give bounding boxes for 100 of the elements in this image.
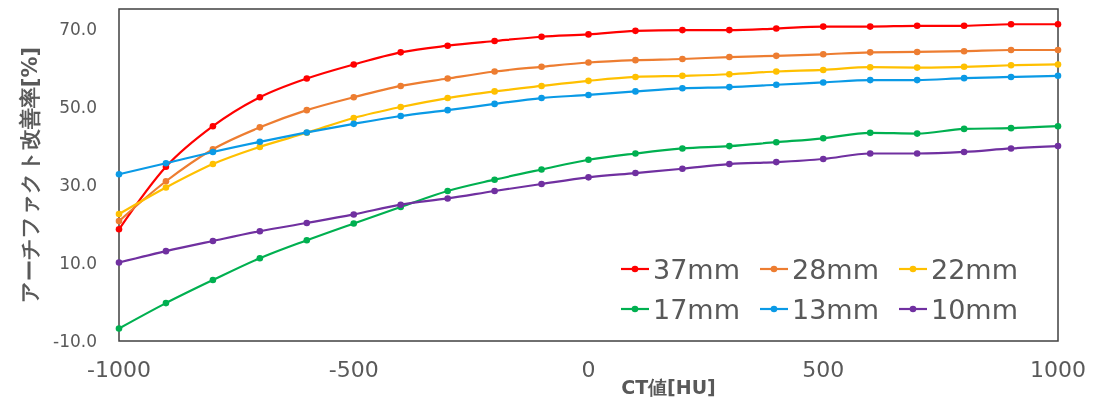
point — [679, 72, 686, 80]
point — [538, 94, 545, 102]
point — [773, 25, 780, 32]
point — [866, 150, 874, 157]
legend-label: 28mm — [792, 253, 879, 285]
point — [491, 100, 498, 108]
point — [913, 76, 921, 84]
point — [632, 88, 639, 95]
point — [162, 184, 170, 191]
y-tick-label: 30.0 — [59, 174, 97, 195]
point — [491, 68, 498, 75]
point — [1054, 122, 1062, 130]
y-tick-label: 10.0 — [59, 252, 97, 273]
point — [444, 195, 451, 202]
point — [960, 63, 968, 71]
point — [350, 93, 358, 101]
point — [913, 22, 921, 30]
point — [632, 150, 639, 157]
point — [866, 76, 874, 84]
x-tick-label: 0 — [581, 357, 596, 382]
point — [1054, 61, 1062, 68]
point — [256, 124, 264, 131]
legend-label: 22mm — [931, 253, 1018, 285]
y-axis-title: アーチファクト改善率[%] — [18, 46, 42, 304]
point — [491, 88, 498, 95]
legend-label: 13mm — [792, 293, 879, 325]
point — [162, 247, 170, 255]
point — [679, 145, 686, 152]
point — [350, 120, 358, 128]
point — [726, 160, 733, 168]
point — [679, 84, 686, 92]
point — [819, 155, 827, 163]
point — [397, 82, 404, 90]
legend-label: 17mm — [653, 293, 740, 325]
point — [256, 138, 264, 146]
point — [162, 177, 170, 185]
point — [585, 156, 592, 164]
point — [397, 112, 404, 120]
point — [585, 174, 592, 181]
point — [819, 66, 827, 74]
point — [209, 160, 217, 168]
point — [256, 227, 264, 235]
legend-label: 10mm — [931, 293, 1018, 325]
point — [726, 53, 733, 61]
point — [773, 68, 780, 75]
point — [444, 42, 451, 50]
point — [115, 217, 123, 225]
point — [115, 325, 123, 332]
point — [819, 134, 827, 142]
point — [538, 33, 545, 41]
point — [632, 27, 639, 35]
point — [162, 299, 170, 307]
point — [538, 180, 545, 188]
point — [773, 81, 780, 89]
point — [256, 254, 264, 262]
point — [585, 31, 592, 38]
point — [866, 23, 874, 30]
point — [726, 26, 733, 34]
point — [538, 166, 545, 173]
point — [819, 79, 827, 86]
point — [585, 91, 592, 99]
point — [303, 236, 311, 244]
point — [960, 47, 968, 55]
point — [960, 148, 968, 156]
point — [679, 55, 686, 63]
point — [726, 83, 733, 91]
point — [538, 63, 545, 71]
x-tick-label: 500 — [802, 357, 845, 382]
point — [960, 74, 968, 82]
point — [209, 122, 217, 130]
x-tick-label: -1000 — [87, 357, 151, 382]
point — [913, 64, 921, 71]
point — [115, 170, 123, 178]
point — [679, 26, 686, 34]
point — [491, 37, 498, 45]
point — [350, 211, 358, 218]
point — [115, 225, 123, 233]
point — [726, 142, 733, 150]
point — [1054, 46, 1062, 54]
point — [726, 70, 733, 78]
point — [960, 22, 968, 30]
point — [350, 114, 358, 122]
point — [819, 51, 827, 58]
point — [303, 106, 311, 114]
point — [209, 237, 217, 245]
point — [866, 63, 874, 71]
point — [397, 49, 404, 56]
point — [1007, 20, 1015, 28]
y-tick-label: -10.0 — [53, 331, 97, 351]
point — [1054, 142, 1062, 150]
point — [1007, 73, 1015, 81]
x-tick-label: 1000 — [1030, 357, 1086, 382]
point — [773, 158, 780, 166]
point — [632, 73, 639, 81]
point — [913, 150, 921, 157]
point — [444, 187, 451, 195]
point — [444, 106, 451, 114]
point — [303, 75, 311, 82]
point — [115, 259, 123, 266]
point — [913, 48, 921, 56]
